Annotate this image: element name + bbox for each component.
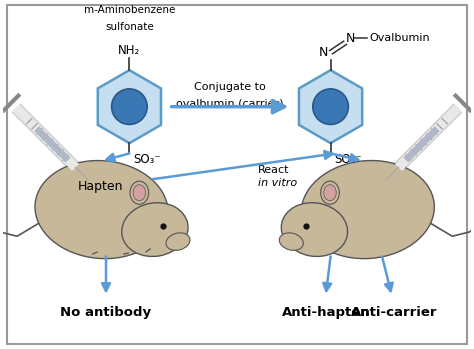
- Text: N: N: [319, 46, 328, 59]
- Text: N: N: [346, 32, 355, 45]
- Text: sulfonate: sulfonate: [105, 22, 154, 32]
- Text: NH₂: NH₂: [118, 44, 140, 57]
- Text: Anti-carrier: Anti-carrier: [350, 306, 437, 319]
- Ellipse shape: [35, 161, 168, 259]
- Polygon shape: [98, 70, 161, 143]
- Ellipse shape: [320, 181, 339, 204]
- Circle shape: [313, 89, 348, 125]
- Text: Conjugate to: Conjugate to: [194, 82, 266, 92]
- Text: No antibody: No antibody: [60, 306, 152, 319]
- Text: Hapten: Hapten: [78, 180, 123, 193]
- Ellipse shape: [281, 203, 347, 257]
- Text: Anti-hapten: Anti-hapten: [282, 306, 370, 319]
- Circle shape: [111, 89, 147, 125]
- Ellipse shape: [133, 185, 146, 201]
- Ellipse shape: [324, 185, 336, 201]
- Ellipse shape: [130, 181, 149, 204]
- Ellipse shape: [166, 233, 190, 250]
- Text: Ovalbumin: Ovalbumin: [369, 34, 429, 43]
- Text: SO₃⁻: SO₃⁻: [334, 154, 362, 166]
- Polygon shape: [299, 70, 362, 143]
- FancyBboxPatch shape: [7, 5, 467, 344]
- Text: React: React: [258, 165, 290, 176]
- Text: m-Aminobenzene: m-Aminobenzene: [84, 5, 175, 15]
- Text: ovalbumin (carrier): ovalbumin (carrier): [176, 99, 284, 109]
- Text: in vitro: in vitro: [258, 178, 297, 188]
- Ellipse shape: [279, 233, 303, 250]
- Text: SO₃⁻: SO₃⁻: [133, 154, 161, 166]
- Ellipse shape: [122, 203, 188, 257]
- Ellipse shape: [301, 161, 434, 259]
